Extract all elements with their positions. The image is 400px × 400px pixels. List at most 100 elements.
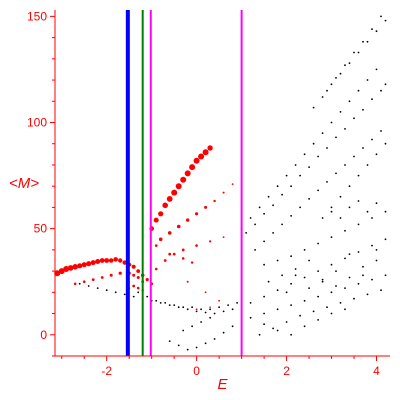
x-tick-label: 2 (283, 364, 290, 378)
data-point (317, 242, 319, 245)
data-point (182, 329, 185, 332)
data-point (308, 287, 310, 289)
data-point (290, 304, 292, 306)
data-point (321, 280, 324, 283)
data-point (258, 206, 261, 209)
x-axis-title: E (217, 376, 228, 393)
data-point (222, 331, 225, 334)
data-point (254, 249, 256, 251)
data-point (249, 217, 252, 219)
data-point (353, 51, 355, 54)
data-point (348, 185, 351, 188)
data-point (82, 280, 86, 284)
data-point (195, 308, 198, 311)
data-point (326, 89, 328, 92)
data-point (380, 15, 382, 18)
data-point (330, 291, 333, 294)
data-point (371, 278, 373, 281)
data-point (168, 304, 171, 306)
data-point (181, 257, 185, 260)
data-point (348, 206, 351, 209)
data-point (236, 302, 239, 304)
data-point (362, 265, 364, 268)
data-point (380, 289, 382, 292)
data-point (162, 202, 168, 209)
data-point (168, 340, 171, 342)
data-point (245, 232, 248, 234)
data-point (357, 51, 360, 54)
data-point (384, 210, 387, 213)
data-point (105, 289, 108, 292)
data-point (299, 174, 301, 177)
data-point (348, 253, 351, 256)
data-point (202, 149, 209, 156)
data-point (54, 270, 61, 277)
data-point (180, 176, 187, 183)
data-point (344, 287, 346, 289)
data-point (132, 284, 136, 288)
data-point (326, 306, 328, 309)
data-point (249, 302, 252, 304)
data-point (186, 308, 189, 311)
data-point (204, 342, 207, 345)
data-point (209, 316, 212, 319)
data-point (317, 189, 319, 192)
data-point (290, 255, 292, 258)
data-point (357, 174, 360, 177)
data-point (186, 280, 189, 283)
data-point (339, 217, 342, 219)
data-point (272, 204, 274, 207)
data-point (153, 217, 159, 223)
data-point (198, 153, 205, 160)
data-point (227, 304, 230, 306)
data-point (132, 295, 135, 298)
data-point (326, 181, 328, 183)
data-point (222, 191, 225, 194)
data-point (303, 299, 306, 302)
data-point (249, 316, 252, 319)
data-point (131, 264, 136, 269)
data-point (344, 257, 346, 260)
data-point (58, 268, 65, 275)
data-point (371, 244, 373, 247)
data-point (303, 249, 306, 251)
data-point (357, 200, 360, 202)
data-point (200, 308, 203, 311)
data-point (209, 308, 212, 311)
data-point (122, 260, 127, 265)
data-point (204, 205, 208, 209)
points-layer (54, 15, 387, 351)
data-point (366, 293, 369, 296)
data-point (123, 293, 126, 296)
data-point (109, 273, 113, 277)
data-point (276, 329, 279, 332)
data-point (132, 273, 136, 277)
x-tick-label: -2 (101, 364, 112, 378)
data-point (195, 346, 198, 349)
data-point (186, 218, 190, 222)
data-point (330, 121, 333, 124)
data-point (163, 259, 167, 262)
data-point (330, 210, 333, 213)
data-point (366, 40, 369, 43)
data-point (137, 291, 140, 294)
data-point (267, 280, 270, 283)
data-point (285, 291, 288, 294)
data-point (308, 259, 310, 262)
data-point (357, 251, 360, 253)
data-point (312, 106, 315, 109)
data-point (209, 240, 212, 243)
data-point (118, 258, 123, 263)
data-point (231, 325, 234, 328)
data-point (276, 289, 279, 292)
axes-layer: 0 50 100 150 -2 0 2 4 (27, 9, 390, 378)
data-point (209, 306, 211, 309)
data-point (371, 217, 373, 219)
data-point (371, 28, 373, 30)
data-point (95, 259, 101, 264)
data-point (321, 96, 324, 98)
data-point (154, 267, 158, 271)
data-point (263, 312, 265, 315)
data-point (104, 258, 110, 263)
data-point (146, 295, 149, 298)
